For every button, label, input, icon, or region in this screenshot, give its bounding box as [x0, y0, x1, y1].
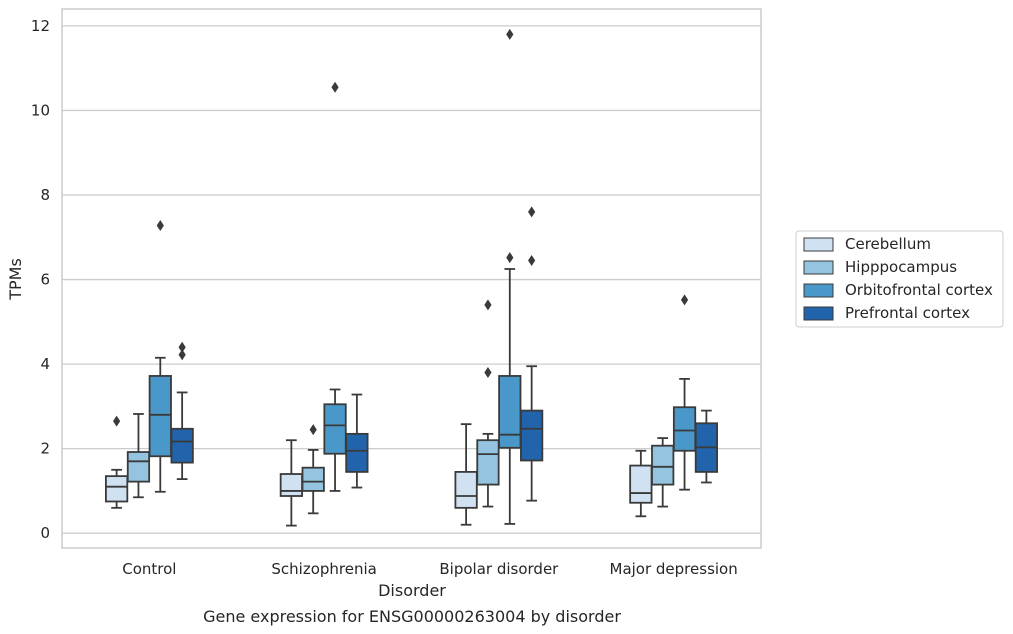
legend-swatch: [803, 283, 834, 298]
outlier-marker: [178, 341, 186, 353]
legend: Cerebellum Hipppocampus Orbitofrontal cort…: [795, 230, 1004, 328]
legend-items: Cerebellum Hipppocampus Orbitofrontal cort…: [803, 235, 993, 322]
legend-swatch: [803, 237, 834, 252]
x-axis-ticks: Control Schizophrenia Bipolar disorder Majo…: [122, 560, 737, 578]
y-tick-label: 0: [40, 524, 50, 542]
iqr-box: [301, 466, 325, 492]
chart-caption: Gene expression for ENSG00000263004 by d…: [203, 607, 621, 626]
outlier-marker: [528, 255, 536, 267]
box-prefrontal-cortex-0: [170, 341, 194, 480]
iqr-box: [323, 403, 347, 455]
box-prefrontal-cortex-1: [345, 393, 369, 489]
outlier-marker: [680, 294, 689, 306]
y-axis-title: TPMs: [6, 258, 25, 301]
iqr-box: [651, 444, 675, 486]
outlier-marker: [506, 28, 514, 40]
outlier-marker: [113, 415, 121, 427]
iqr-box: [170, 427, 194, 464]
box-prefrontal-cortex-3: [694, 409, 718, 484]
iqr-box: [629, 464, 653, 504]
legend-label: Cerebellum: [845, 235, 931, 253]
iqr-box: [105, 475, 129, 503]
outlier-marker: [484, 299, 492, 311]
box-hipppocampus-2: [476, 299, 500, 508]
iqr-box: [345, 432, 369, 473]
box-orbitofrontal-cortex-0: [148, 219, 172, 493]
y-tick-label: 12: [31, 17, 50, 35]
box-orbitofrontal-cortex-3: [672, 294, 697, 491]
iqr-box: [498, 375, 522, 449]
iqr-box: [454, 471, 478, 509]
iqr-box: [126, 451, 151, 483]
iqr-box: [520, 409, 544, 462]
outlier-marker: [178, 349, 186, 361]
outlier-marker: [156, 219, 164, 231]
legend-label: Hipppocampus: [845, 258, 957, 276]
box-orbitofrontal-cortex-1: [323, 81, 347, 492]
y-tick-label: 6: [40, 271, 50, 289]
y-tick-label: 10: [31, 101, 50, 119]
y-tick-label: 8: [40, 186, 50, 204]
x-tick-label: Bipolar disorder: [439, 560, 559, 578]
outlier-marker: [528, 206, 536, 218]
iqr-box: [148, 375, 172, 458]
outlier-marker: [309, 424, 317, 436]
legend-label: Prefrontal cortex: [845, 304, 970, 322]
iqr-box: [672, 406, 697, 452]
outlier-marker: [484, 367, 492, 379]
y-tick-label: 2: [40, 440, 50, 458]
x-tick-label: Major depression: [610, 560, 738, 578]
legend-frame: [795, 230, 1004, 328]
boxes: [105, 28, 718, 527]
iqr-box: [279, 473, 303, 497]
x-tick-label: Control: [122, 560, 176, 578]
legend-label: Orbitofrontal cortex: [845, 281, 993, 299]
box-hipppocampus-3: [651, 437, 675, 508]
box-cerebellum-3: [629, 449, 653, 518]
box-cerebellum-2: [454, 423, 478, 526]
box-hipppocampus-1: [301, 424, 325, 515]
plot-area: [61, 8, 762, 549]
x-tick-label: Schizophrenia: [271, 560, 376, 578]
box-cerebellum-0: [105, 415, 129, 509]
box-hipppocampus-0: [126, 413, 151, 499]
legend-swatch: [803, 306, 834, 321]
iqr-box: [476, 439, 500, 486]
legend-swatch: [803, 260, 834, 275]
box-orbitofrontal-cortex-2: [498, 28, 522, 525]
x-axis-title: Disorder: [378, 581, 446, 600]
outlier-marker: [331, 81, 339, 93]
y-axis-ticks: 0 2 4 6 8 10 12: [31, 17, 50, 542]
box-cerebellum-1: [279, 439, 303, 527]
y-tick-label: 4: [40, 355, 50, 373]
outlier-marker: [506, 252, 514, 264]
box-prefrontal-cortex-2: [520, 206, 544, 502]
